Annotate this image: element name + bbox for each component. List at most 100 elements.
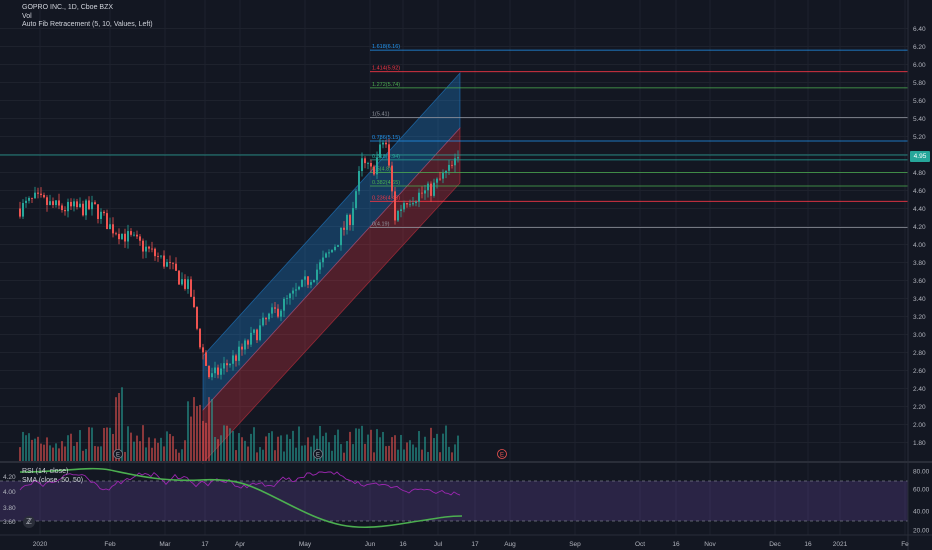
volume-bar xyxy=(31,439,33,461)
volume-bar xyxy=(217,439,219,461)
price-tick-label: 1.80 xyxy=(913,440,926,447)
volume-bar xyxy=(448,446,450,461)
left-axis-label: 4.20 xyxy=(3,474,16,481)
volume-bar xyxy=(184,440,186,461)
volume-bar xyxy=(118,393,120,461)
time-tick-label: 17 xyxy=(471,541,479,548)
sma-label[interactable]: SMA (close, 50, 50) xyxy=(22,476,84,484)
candle-body xyxy=(109,224,111,230)
candle-body xyxy=(292,290,294,294)
volume-bar xyxy=(22,431,24,461)
volume-bar xyxy=(130,432,132,461)
candle-body xyxy=(97,204,99,219)
volume-bar xyxy=(79,430,81,461)
price-tick-label: 5.40 xyxy=(913,116,926,123)
fib-level-label: 1(5.41) xyxy=(372,112,390,118)
price-tick-label: 2.20 xyxy=(913,404,926,411)
candle-body xyxy=(94,202,96,205)
candle-body xyxy=(271,307,273,314)
volume-bar xyxy=(169,433,171,461)
candle-body xyxy=(229,363,231,366)
event-letter: E xyxy=(500,453,504,459)
candle-body xyxy=(388,144,390,166)
volume-bar xyxy=(100,446,102,461)
time-tick-label: Mar xyxy=(159,541,171,548)
volume-bar xyxy=(61,441,63,461)
volume-bar xyxy=(64,446,66,461)
time-tick-label: Sep xyxy=(569,541,581,548)
volume-bar xyxy=(289,438,291,461)
volume-bars xyxy=(19,387,459,461)
rsi-label[interactable]: RSI (14, close) xyxy=(22,468,69,475)
candle-body xyxy=(61,205,63,211)
volume-bar xyxy=(109,427,111,461)
candle-body xyxy=(352,208,354,226)
volume-bar xyxy=(346,441,348,461)
time-tick-label: Oct xyxy=(635,541,645,548)
candle-body xyxy=(247,340,249,345)
rsi-tick-label: 20.00 xyxy=(913,528,930,535)
candle-body xyxy=(280,310,282,317)
volume-bar xyxy=(322,436,324,461)
left-axis-label: 3.80 xyxy=(3,505,16,512)
fib-indicator-label[interactable]: Auto Fib Retracement (5, 10, Values, Lef… xyxy=(22,21,153,28)
volume-bar xyxy=(343,452,345,461)
fib-level-label: 1.618(6.16) xyxy=(372,44,400,50)
candle-body xyxy=(403,203,405,210)
candle-body xyxy=(427,183,429,191)
candle-body xyxy=(157,256,159,257)
candle-body xyxy=(181,279,183,285)
volume-bar xyxy=(220,435,222,461)
price-tick-label: 2.60 xyxy=(913,368,926,375)
volume-bar xyxy=(172,436,174,461)
rsi-line xyxy=(19,471,461,496)
volume-bar xyxy=(412,444,414,461)
volume-bar xyxy=(160,437,162,461)
symbol-title[interactable]: GOPRO INC., 1D, Cboe BZX xyxy=(22,4,114,11)
candle-body xyxy=(118,233,120,240)
candle-body xyxy=(58,200,60,206)
volume-bar xyxy=(241,437,243,461)
price-tick-label: 3.60 xyxy=(913,278,926,285)
candle-body xyxy=(301,279,303,287)
candle-body xyxy=(337,245,339,247)
volume-bar xyxy=(97,446,99,461)
candle-body xyxy=(55,200,57,205)
earnings-event-icon[interactable]: E xyxy=(113,449,123,459)
candle-body xyxy=(406,203,408,205)
fib-level-label: 1.414(5.92) xyxy=(372,66,400,72)
candle-body xyxy=(364,158,366,164)
candle-body xyxy=(211,373,213,378)
volume-bar xyxy=(283,451,285,461)
candle-body xyxy=(277,308,279,317)
candle-body xyxy=(142,240,144,252)
candle-body xyxy=(115,233,117,235)
candle-body xyxy=(22,202,24,217)
fib-level-label: 0.786(5.15) xyxy=(372,135,400,141)
price-tick-label: 3.00 xyxy=(913,332,926,339)
candle-body xyxy=(307,276,309,285)
earnings-event-icon[interactable]: E xyxy=(313,449,323,459)
candle-body xyxy=(322,257,324,263)
volume-label[interactable]: Vol xyxy=(22,12,32,20)
candle-body xyxy=(421,192,423,194)
price-tick-label: 6.00 xyxy=(913,62,926,69)
price-tick-label: 5.20 xyxy=(913,134,926,141)
fib-level-label: 0.618(4.94) xyxy=(372,154,400,160)
earnings-event-icon[interactable]: E xyxy=(497,449,507,459)
time-tick-label: Fe xyxy=(901,541,909,548)
candle-body xyxy=(340,227,342,246)
volume-bar xyxy=(85,448,87,461)
volume-bar xyxy=(37,436,39,461)
volume-bar xyxy=(73,445,75,461)
tradingview-logo-icon[interactable]: ℤ xyxy=(23,516,35,528)
volume-bar xyxy=(244,440,246,461)
volume-bar xyxy=(385,446,387,461)
candle-body xyxy=(448,164,450,171)
time-tick-label: Jul xyxy=(434,541,443,548)
volume-bar xyxy=(268,432,270,461)
candle-body xyxy=(238,346,240,361)
candle-body xyxy=(187,279,189,289)
